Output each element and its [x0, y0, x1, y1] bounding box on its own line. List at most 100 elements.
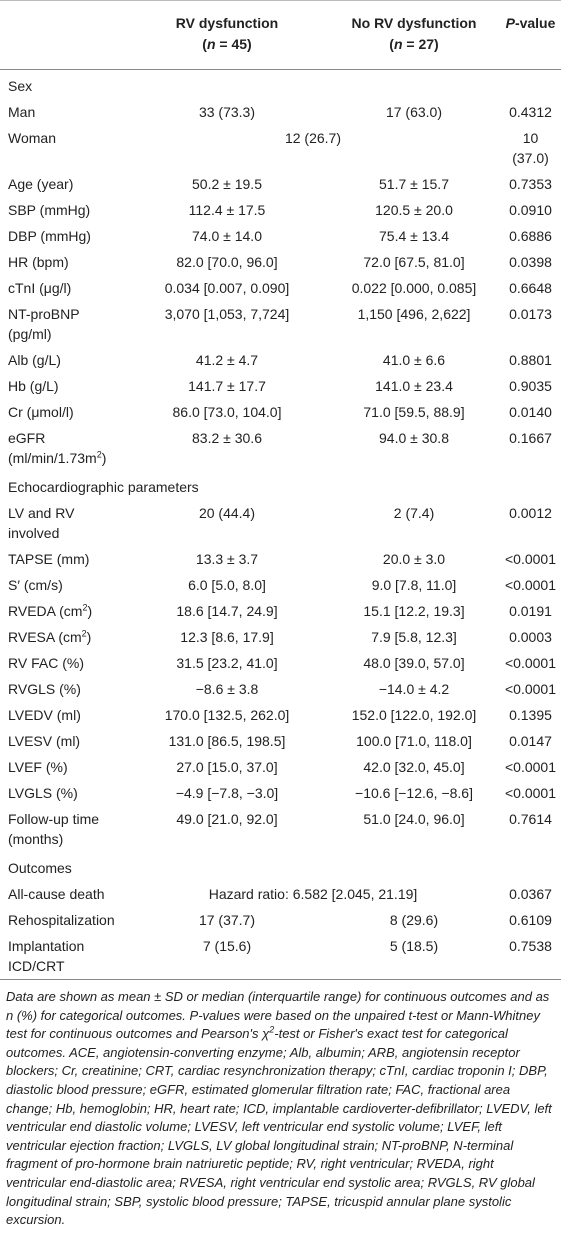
table-cell: 141.7 ± 17.7 [126, 373, 328, 399]
table-cell: 0.022 [0.000, 0.085] [328, 275, 500, 301]
table-cell: −4.9 [−7.8, −3.0] [126, 780, 328, 806]
table-cell: 0.4312 [500, 99, 561, 125]
text: 20 (44.4) [198, 505, 256, 521]
header-title: No RV dysfunction [332, 13, 496, 34]
text: ) [101, 450, 107, 466]
text: S′ (cm/s) [8, 577, 63, 593]
text: <0.0001 [505, 577, 556, 593]
text: RVESA (cm [8, 629, 82, 645]
text: 0.7538 [509, 938, 552, 954]
row-label: Woman [0, 125, 126, 171]
row-label: Age (year) [0, 171, 126, 197]
table-cell: 0.0191 [500, 598, 561, 624]
text: 0.0367 [509, 886, 552, 902]
row-label: LVESV (ml) [0, 728, 126, 754]
text: Hb (g/L) [8, 378, 59, 394]
table-cell: 0.0910 [500, 197, 561, 223]
text: 0.0910 [509, 202, 552, 218]
text: -value [514, 15, 556, 31]
table-cell: 0.7538 [500, 933, 561, 980]
table-cell: 6.0 [5.0, 8.0] [126, 572, 328, 598]
table-cell: <0.0001 [500, 650, 561, 676]
table-row: LVESV (ml) 131.0 [86.5, 198.5] 100.0 [71.0… [0, 728, 561, 754]
text: 94.0 ± 30.8 [379, 430, 449, 446]
table-row: eGFR (ml/min/1.73m2) 83.2 ± 30.6 94.0 ± 30… [0, 425, 561, 471]
row-label: All-cause death [0, 881, 126, 907]
text: 0.0173 [509, 306, 552, 322]
text: <0.0001 [505, 759, 556, 775]
table-cell: 0.9035 [500, 373, 561, 399]
text: cTnI (μg/l) [8, 280, 72, 296]
table-cell: 15.1 [12.2, 19.3] [328, 598, 500, 624]
text: 152.0 [122.0, 192.0] [351, 707, 477, 723]
text: 27.0 [15.0, 37.0] [176, 759, 278, 775]
text: 0.0147 [509, 733, 552, 749]
table-cell: Hazard ratio: 6.582 [2.045, 21.19] [126, 881, 500, 907]
row-label: LV and RV involved [0, 500, 126, 546]
text: −4.9 [−7.8, −3.0] [175, 785, 279, 801]
table-row: Hb (g/L) 141.7 ± 17.7 141.0 ± 23.4 0.9035 [0, 373, 561, 399]
table-row: SBP (mmHg) 112.4 ± 17.5 120.5 ± 20.0 0.0910 [0, 197, 561, 223]
table-row: LVGLS (%) −4.9 [−7.8, −3.0] −10.6 [−12.6, … [0, 780, 561, 806]
table-cell: 74.0 ± 14.0 [126, 223, 328, 249]
table-cell: −14.0 ± 4.2 [328, 676, 500, 702]
text: RVEDA (cm [8, 603, 83, 619]
text: 83.2 ± 30.6 [192, 430, 262, 446]
row-label: Alb (g/L) [0, 347, 126, 373]
text: All-cause death [8, 886, 105, 902]
table-row: NT-proBNP (pg/ml) 3,070 [1,053, 7,724] 1,1… [0, 301, 561, 347]
row-label: Rehospitalization [0, 907, 126, 933]
text: LVGLS (%) [8, 785, 78, 801]
table-cell: 41.2 ± 4.7 [126, 347, 328, 373]
table-cell: 83.2 ± 30.6 [126, 425, 328, 471]
text: SBP (mmHg) [8, 202, 91, 218]
table-cell: 41.0 ± 6.6 [328, 347, 500, 373]
text: LVEF (%) [8, 759, 68, 775]
section-row: Echocardiographic parameters [0, 471, 561, 500]
row-label: TAPSE (mm) [0, 546, 126, 572]
text: 1,150 [496, 2,622] [357, 306, 471, 322]
table-row: RVEDA (cm2) 18.6 [14.7, 24.9] 15.1 [12.2, … [0, 598, 561, 624]
text: <0.0001 [505, 655, 556, 671]
text: 75.4 ± 13.4 [379, 228, 449, 244]
table-row: HR (bpm) 82.0 [70.0, 96.0] 72.0 [67.5, 81.… [0, 249, 561, 275]
table-cell: −10.6 [−12.6, −8.6] [328, 780, 500, 806]
table-row: Woman 12 (26.7) 10 (37.0) [0, 125, 561, 171]
text: 0.0003 [509, 629, 552, 645]
row-label: RV FAC (%) [0, 650, 126, 676]
text: 18.6 [14.7, 24.9] [176, 603, 278, 619]
text: 0.0140 [509, 404, 552, 420]
text: ) [87, 603, 93, 619]
text: 141.7 ± 17.7 [188, 378, 266, 394]
header-title: P-value [504, 13, 557, 34]
table-cell: 33 (73.3) [126, 99, 328, 125]
table-cell: 10 (37.0) [500, 125, 561, 171]
text: eGFR (ml/min/1.73m [8, 430, 97, 466]
table-cell: 0.1395 [500, 702, 561, 728]
table-cell: 1,150 [496, 2,622] [328, 301, 500, 347]
table-cell: <0.0001 [500, 780, 561, 806]
table-cell: 72.0 [67.5, 81.0] [328, 249, 500, 275]
table-row: RV FAC (%) 31.5 [23.2, 41.0] 48.0 [39.0, 5… [0, 650, 561, 676]
text: 0.4312 [509, 104, 552, 120]
text: 41.0 ± 6.6 [382, 352, 446, 368]
text: 82.0 [70.0, 96.0] [176, 254, 278, 270]
text: 33 (73.3) [198, 104, 256, 120]
row-label: NT-proBNP (pg/ml) [0, 301, 126, 347]
text: 20.0 ± 3.0 [382, 551, 446, 567]
table-row: LV and RV involved 20 (44.4) 2 (7.4) 0.0012 [0, 500, 561, 546]
text: 48.0 [39.0, 57.0] [363, 655, 465, 671]
text: TAPSE (mm) [8, 551, 90, 567]
table-row: cTnI (μg/l) 0.034 [0.007, 0.090] 0.022 [0.… [0, 275, 561, 301]
text: RV FAC (%) [8, 655, 84, 671]
header-cell: P-value [500, 1, 561, 70]
superscript: 2 [81, 628, 87, 639]
text: = 27) [402, 36, 439, 52]
table-cell: 9.0 [7.8, 11.0] [328, 572, 500, 598]
table-cell: 0.6648 [500, 275, 561, 301]
table-row: RVGLS (%) −8.6 ± 3.8 −14.0 ± 4.2 <0.0001 [0, 676, 561, 702]
table-row: S′ (cm/s) 6.0 [5.0, 8.0] 9.0 [7.8, 11.0] <0… [0, 572, 561, 598]
text: LV and RV involved [8, 505, 75, 541]
table-cell: 17 (37.7) [126, 907, 328, 933]
table-row: Cr (μmol/l) 86.0 [73.0, 104.0] 71.0 [59.5,… [0, 399, 561, 425]
